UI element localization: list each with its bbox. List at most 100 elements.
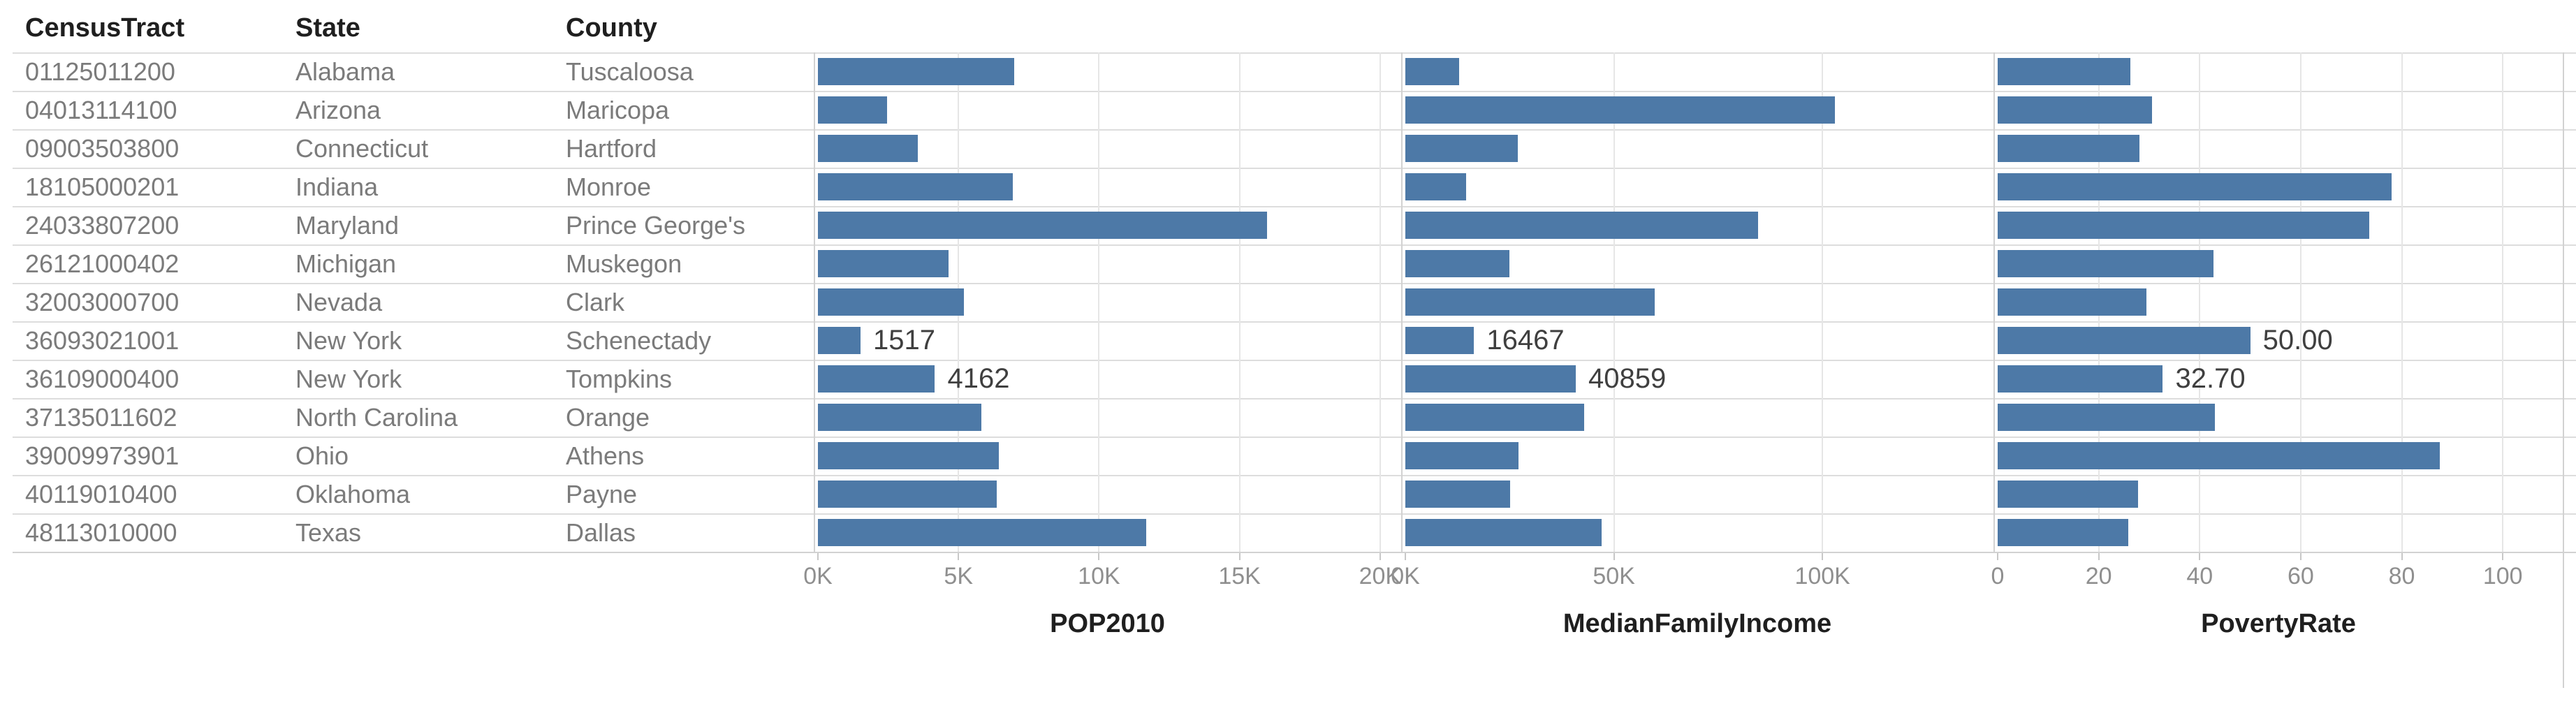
- cell-state[interactable]: Ohio: [295, 441, 349, 470]
- cell-state[interactable]: New York: [295, 365, 402, 393]
- cell-county[interactable]: Muskegon: [566, 249, 682, 278]
- bar-povertyrate[interactable]: [1998, 519, 2129, 546]
- bar-medianfamilyincome[interactable]: [1405, 442, 1518, 469]
- bar-pop2010[interactable]: [818, 173, 1013, 200]
- bar-medianfamilyincome[interactable]: [1405, 96, 1836, 124]
- bar-medianfamilyincome[interactable]: [1405, 212, 1758, 239]
- axis-tick: [2098, 553, 2100, 560]
- axis-tick: [1997, 553, 1998, 560]
- bar-value-label: 50.00: [2262, 325, 2333, 355]
- cell-censustract[interactable]: 40119010400: [25, 480, 177, 508]
- cell-state[interactable]: Texas: [295, 518, 362, 547]
- bar-povertyrate[interactable]: [1998, 327, 2251, 354]
- bar-medianfamilyincome[interactable]: [1405, 404, 1585, 431]
- axis-tick: [2401, 553, 2403, 560]
- bar-medianfamilyincome[interactable]: [1405, 481, 1510, 508]
- cell-county[interactable]: Tompkins: [566, 365, 673, 393]
- cell-state[interactable]: North Carolina: [295, 403, 458, 432]
- cell-state[interactable]: Arizona: [295, 96, 381, 124]
- row-separator: [13, 244, 2576, 246]
- cell-state[interactable]: Nevada: [295, 288, 383, 316]
- bar-povertyrate[interactable]: [1998, 288, 2146, 316]
- cell-county[interactable]: Schenectady: [566, 326, 712, 355]
- cell-county[interactable]: Dallas: [566, 518, 636, 547]
- bar-medianfamilyincome[interactable]: [1405, 135, 1518, 162]
- bar-pop2010[interactable]: [818, 404, 982, 431]
- axis-tick-label: 0K: [1391, 563, 1420, 589]
- row-separator: [13, 398, 2576, 399]
- cell-censustract[interactable]: 04013114100: [25, 96, 177, 124]
- cell-censustract[interactable]: 37135011602: [25, 403, 177, 432]
- bar-povertyrate[interactable]: [1998, 481, 2139, 508]
- cell-county[interactable]: Orange: [566, 403, 650, 432]
- cell-county[interactable]: Tuscaloosa: [566, 57, 694, 86]
- bar-povertyrate[interactable]: [1998, 135, 2139, 162]
- bar-pop2010[interactable]: [818, 327, 861, 354]
- cell-state[interactable]: Indiana: [295, 173, 379, 201]
- bar-medianfamilyincome[interactable]: [1405, 327, 1474, 354]
- bar-povertyrate[interactable]: [1998, 58, 2131, 85]
- cell-state[interactable]: Oklahoma: [295, 480, 411, 508]
- cell-censustract[interactable]: 36093021001: [25, 326, 180, 355]
- cell-censustract[interactable]: 36109000400: [25, 365, 180, 393]
- cell-censustract[interactable]: 39009973901: [25, 441, 180, 470]
- bar-povertyrate[interactable]: [1998, 173, 2392, 200]
- axis-tick-label: 0K: [803, 563, 833, 589]
- bar-povertyrate[interactable]: [1998, 404, 2215, 431]
- cell-county[interactable]: Clark: [566, 288, 625, 316]
- cell-county[interactable]: Maricopa: [566, 96, 670, 124]
- axis-tick: [817, 553, 819, 560]
- axis-tick: [1822, 553, 1824, 560]
- cell-censustract[interactable]: 48113010000: [25, 518, 177, 547]
- cell-county[interactable]: Hartford: [566, 134, 657, 163]
- bar-medianfamilyincome[interactable]: [1405, 288, 1655, 316]
- cell-censustract[interactable]: 01125011200: [25, 57, 175, 86]
- bar-povertyrate[interactable]: [1998, 96, 2153, 124]
- bar-medianfamilyincome[interactable]: [1405, 58, 1460, 85]
- bar-pop2010[interactable]: [818, 135, 919, 162]
- gridline: [2299, 52, 2301, 552]
- cell-county[interactable]: Athens: [566, 441, 645, 470]
- bar-medianfamilyincome[interactable]: [1405, 519, 1602, 546]
- axis-title-povertyrate: PovertyRate: [2201, 609, 2356, 638]
- bar-pop2010[interactable]: [818, 96, 887, 124]
- bar-povertyrate[interactable]: [1998, 212, 2370, 239]
- axis-tick-label: 60: [2288, 563, 2314, 589]
- axis-tick: [2199, 553, 2201, 560]
- bar-povertyrate[interactable]: [1998, 442, 2440, 469]
- cell-state[interactable]: New York: [295, 326, 402, 355]
- cell-state[interactable]: Alabama: [295, 57, 395, 86]
- cell-state[interactable]: Connecticut: [295, 134, 429, 163]
- axis-tick: [1238, 553, 1241, 560]
- cell-censustract[interactable]: 09003503800: [25, 134, 180, 163]
- bar-pop2010[interactable]: [818, 250, 949, 277]
- bar-pop2010[interactable]: [818, 442, 1000, 469]
- cell-censustract[interactable]: 18105000201: [25, 173, 180, 201]
- axis-tick-label: 15K: [1218, 563, 1261, 589]
- bar-pop2010[interactable]: [818, 58, 1015, 85]
- cell-state[interactable]: Maryland: [295, 211, 400, 240]
- gridline: [1238, 52, 1241, 552]
- bar-povertyrate[interactable]: [1998, 365, 2163, 393]
- cell-state[interactable]: Michigan: [295, 249, 397, 278]
- axis-tick-label: 10K: [1078, 563, 1120, 589]
- bar-medianfamilyincome[interactable]: [1405, 365, 1576, 393]
- row-separator: [13, 283, 2576, 284]
- bar-medianfamilyincome[interactable]: [1405, 250, 1510, 277]
- cell-censustract[interactable]: 32003000700: [25, 288, 180, 316]
- cell-county[interactable]: Prince George's: [566, 211, 745, 240]
- bar-pop2010[interactable]: [818, 212, 1267, 239]
- cell-county[interactable]: Payne: [566, 480, 638, 508]
- cell-county[interactable]: Monroe: [566, 173, 652, 201]
- bar-pop2010[interactable]: [818, 519, 1146, 546]
- bar-povertyrate[interactable]: [1998, 250, 2213, 277]
- axis-baseline: [13, 552, 2576, 553]
- bar-medianfamilyincome[interactable]: [1405, 173, 1467, 200]
- cell-censustract[interactable]: 26121000402: [25, 249, 180, 278]
- bar-pop2010[interactable]: [818, 288, 965, 316]
- bar-pop2010[interactable]: [818, 365, 935, 393]
- cell-censustract[interactable]: 24033807200: [25, 211, 180, 240]
- row-separator: [13, 129, 2576, 131]
- bar-pop2010[interactable]: [818, 481, 997, 508]
- axis-tick-label: 5K: [944, 563, 973, 589]
